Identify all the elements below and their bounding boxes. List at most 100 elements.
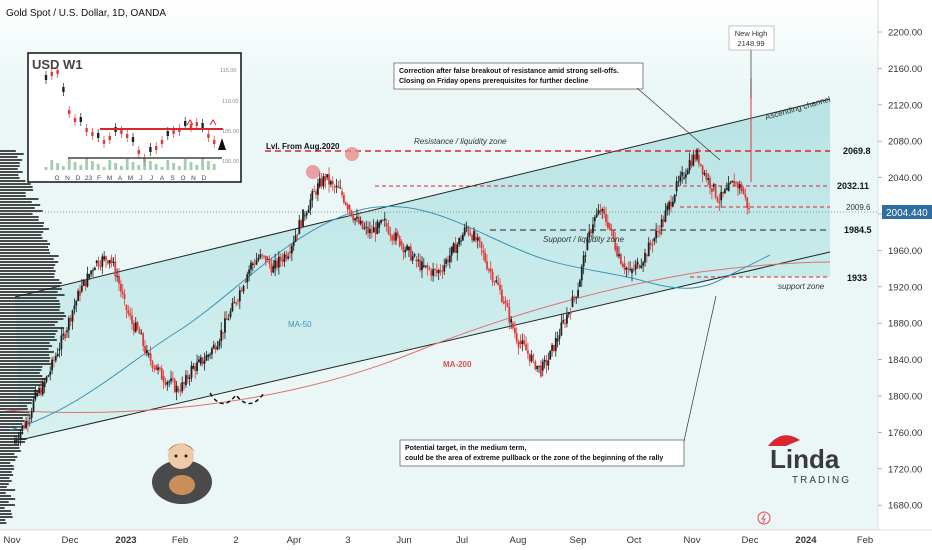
channel-lower-line	[19, 251, 831, 441]
y-tick-label: 2200.00	[888, 28, 922, 39]
candle-up	[145, 349, 148, 354]
candle-up	[335, 185, 338, 188]
y-tick-label: 1760.00	[888, 428, 922, 439]
candle-up	[631, 269, 633, 274]
candle-up	[196, 362, 198, 371]
volume-profile-bar	[0, 402, 32, 404]
candle-up	[580, 266, 583, 281]
level-label-2069: 2069.8	[843, 146, 871, 156]
candle-down	[487, 269, 490, 271]
inset-candle-body	[73, 118, 77, 122]
candle-up	[448, 255, 451, 263]
volume-profile-bar	[0, 456, 18, 458]
volume-profile-bar	[0, 225, 44, 227]
x-tick-label: 2	[233, 535, 238, 546]
candle-up	[60, 335, 63, 349]
candle-up	[112, 261, 115, 264]
candle-up	[17, 439, 20, 441]
candle-down	[324, 176, 327, 181]
candle-up	[712, 184, 715, 187]
candle-up	[541, 361, 544, 371]
candle-up	[445, 259, 448, 265]
candle-up	[66, 330, 68, 333]
candle-down	[136, 322, 139, 330]
candle-up	[116, 275, 119, 277]
candle-up	[586, 236, 589, 251]
volume-profile-bar	[0, 297, 57, 299]
flash-icon[interactable]	[757, 511, 771, 525]
inset-candle-body	[97, 133, 100, 138]
inset-candle-body	[213, 140, 216, 144]
candle-up	[354, 218, 356, 221]
inset-volume-bar	[137, 165, 141, 170]
volume-profile-bar	[0, 450, 21, 452]
candle-down	[263, 255, 265, 257]
candle-up	[82, 280, 85, 286]
candle-up	[566, 314, 568, 324]
candle-up	[707, 178, 710, 180]
volume-profile-bar	[0, 321, 58, 323]
candle-down	[658, 231, 661, 234]
callout-bottom-pointer	[683, 295, 717, 442]
candle-down	[153, 367, 156, 369]
volume-profile-bar	[0, 165, 20, 167]
inset-candle-body	[56, 70, 59, 74]
inset-candle-body	[79, 117, 82, 122]
candle-up	[170, 378, 172, 382]
candle-up	[212, 344, 215, 349]
candle-down	[534, 361, 537, 370]
candle-up	[108, 260, 111, 264]
candle-down	[222, 332, 224, 334]
candle-down	[627, 267, 630, 270]
inset-volume-bar	[189, 162, 193, 170]
inset-candle-body	[166, 131, 169, 136]
candle-down	[138, 329, 141, 334]
candle-down	[710, 188, 713, 193]
candle-up	[703, 172, 706, 175]
inset-volume-bar	[207, 161, 210, 170]
candle-up	[731, 180, 734, 183]
candle-down	[183, 382, 185, 384]
candle-down	[53, 359, 55, 361]
candle-down	[590, 231, 592, 234]
volume-profile-bar	[0, 222, 44, 224]
candle-down	[735, 182, 737, 184]
volume-profile-bar	[0, 426, 23, 428]
x-tick-label: Jul	[456, 535, 468, 546]
candle-down	[657, 230, 659, 232]
callout-top-line2: Closing on Friday opens prerequisites fo…	[399, 78, 589, 85]
inset-candle-body	[91, 132, 94, 136]
candle-up	[554, 337, 557, 351]
candle-up	[549, 350, 552, 360]
candle-up	[339, 187, 342, 189]
candle-up	[413, 254, 416, 257]
new-high-box	[728, 25, 775, 51]
candle-up	[577, 290, 579, 297]
y-tick-label: 1680.00	[888, 501, 922, 512]
candle-up	[88, 274, 91, 278]
candle-up	[725, 187, 728, 190]
volume-profile-bar	[0, 279, 60, 281]
logo-wordmark: Linda	[770, 444, 840, 474]
candle-down	[480, 241, 483, 249]
inset-volume-bar	[62, 166, 65, 170]
candle-down	[382, 220, 384, 222]
candle-up	[588, 231, 591, 237]
candle-up	[220, 330, 223, 342]
volume-profile-bar	[0, 312, 65, 314]
volume-profile-bar	[0, 285, 61, 287]
candle-up	[43, 381, 46, 387]
candle-up	[461, 234, 464, 241]
candle-up	[259, 254, 262, 258]
candle-down	[142, 333, 145, 346]
candle-up	[395, 232, 397, 241]
y-tick-label: 1880.00	[888, 319, 922, 330]
inset-x-label: N	[65, 175, 70, 182]
highlight-circle-2	[345, 147, 359, 161]
usd-inset-ytick-110: 110.00	[222, 99, 238, 105]
volume-profile-bar	[0, 477, 10, 479]
candle-up	[668, 201, 671, 210]
usd-inset-ytick-115: 115.00	[220, 68, 236, 74]
candle-up	[356, 216, 358, 219]
candle-up	[71, 310, 74, 322]
